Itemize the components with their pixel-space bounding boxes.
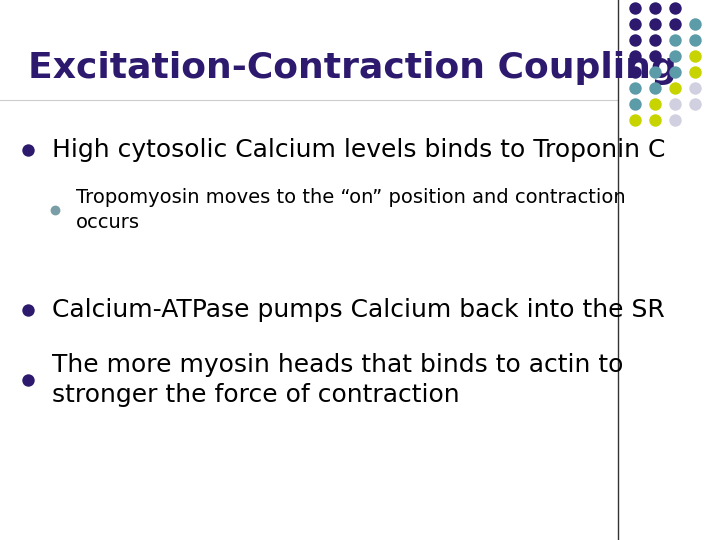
Point	[670, 19, 681, 28]
Point	[649, 52, 661, 60]
Point	[649, 4, 661, 12]
Point	[689, 84, 701, 92]
Point	[670, 100, 681, 109]
Text: Tropomyosin moves to the “on” position and contraction
occurs: Tropomyosin moves to the “on” position a…	[76, 188, 626, 232]
Point	[629, 68, 641, 76]
Point	[689, 19, 701, 28]
Point	[649, 116, 661, 124]
Point	[629, 116, 641, 124]
Point	[649, 19, 661, 28]
Text: Excitation-Contraction Coupling: Excitation-Contraction Coupling	[28, 51, 677, 85]
Point	[689, 52, 701, 60]
Point	[629, 19, 641, 28]
Text: Calcium-ATPase pumps Calcium back into the SR: Calcium-ATPase pumps Calcium back into t…	[52, 298, 665, 322]
Text: High cytosolic Calcium levels binds to Troponin C: High cytosolic Calcium levels binds to T…	[52, 138, 665, 162]
Point	[649, 68, 661, 76]
Point	[649, 84, 661, 92]
Point	[629, 84, 641, 92]
Point	[629, 52, 641, 60]
Point	[670, 84, 681, 92]
Point	[22, 306, 34, 314]
Point	[670, 52, 681, 60]
Point	[22, 376, 34, 384]
Point	[629, 4, 641, 12]
Point	[649, 100, 661, 109]
Point	[689, 36, 701, 44]
Point	[629, 100, 641, 109]
Point	[22, 146, 34, 154]
Point	[689, 100, 701, 109]
Point	[689, 68, 701, 76]
Point	[670, 68, 681, 76]
Point	[670, 36, 681, 44]
Point	[629, 36, 641, 44]
Point	[670, 116, 681, 124]
Point	[670, 4, 681, 12]
Point	[49, 206, 60, 214]
Text: The more myosin heads that binds to actin to
stronger the force of contraction: The more myosin heads that binds to acti…	[52, 353, 624, 407]
Point	[649, 36, 661, 44]
